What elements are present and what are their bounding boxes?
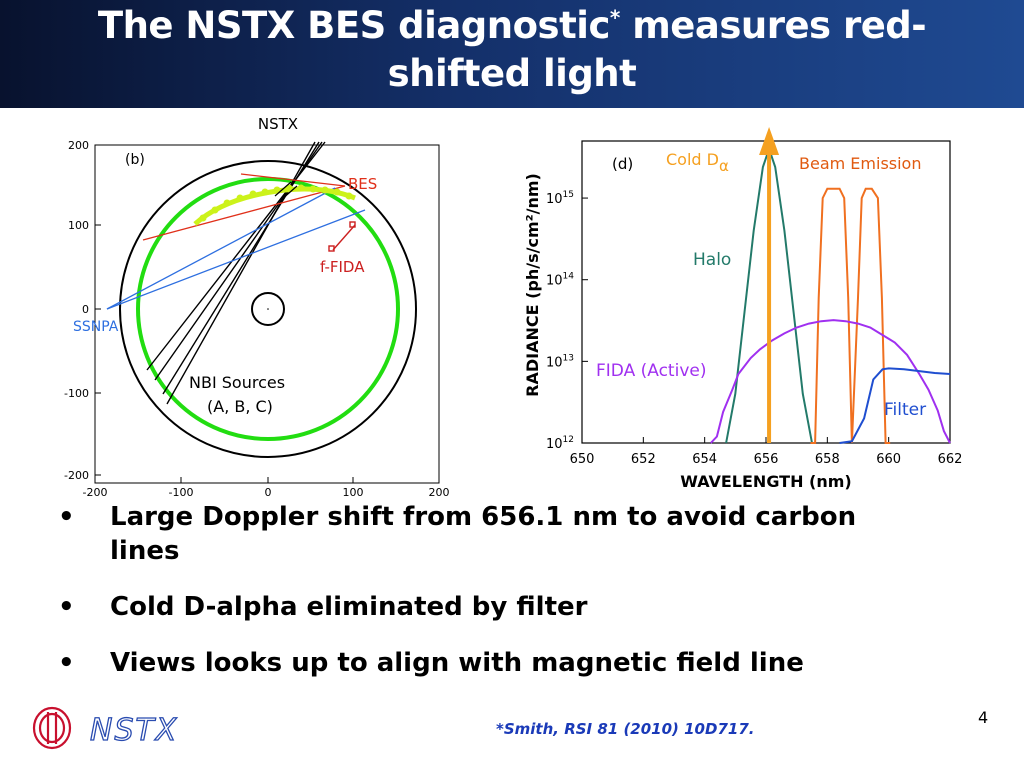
center-stack: [251, 292, 285, 326]
ffida-label: f-FIDA: [320, 258, 365, 276]
y-tick-label: 1015: [546, 190, 574, 207]
fida-label: FIDA (Active): [596, 361, 706, 381]
x-tick-label: 0: [265, 486, 272, 499]
nstx-top-view-figure: 200 100 0 -100 -200 -200 -100 0 100 200 …: [64, 115, 450, 499]
alpha-subscript: α: [719, 157, 729, 175]
cold-d-text: Cold D: [666, 150, 719, 169]
series-line-filter: [839, 367, 951, 444]
bes-label: BES: [348, 175, 377, 193]
bes-fiber-bundle: [274, 181, 298, 201]
cold-d-alpha-arrowhead: [759, 127, 780, 155]
bullet-text: Cold D-alpha eliminated by filter: [110, 592, 588, 622]
plot-frame: [94, 144, 440, 484]
y-tick-label: 200: [68, 139, 89, 152]
x-tick-label: 656: [754, 452, 779, 467]
x-tick-label: 654: [692, 452, 717, 467]
x-axis-title: WAVELENGTH (nm): [680, 472, 851, 491]
x-tick-label: -200: [83, 486, 108, 499]
y-tick-label: 1014: [546, 272, 574, 289]
y-tick-label: 1013: [546, 353, 574, 370]
vessel-wall: [119, 160, 417, 458]
bullet-item: • Views looks up to align with magnetic …: [58, 646, 958, 680]
plasma-boundary: [136, 177, 400, 441]
x-tick-label: 658: [815, 452, 840, 467]
y-tick-label: 1012: [546, 435, 574, 452]
x-tick-label: 652: [631, 452, 656, 467]
logo-text: NSTX: [90, 713, 178, 748]
title-line-2: shifted light: [387, 52, 637, 95]
ssnpa-view-lines: [106, 187, 366, 310]
y-tick-label: -200: [64, 469, 89, 482]
bullet-item: • Cold D-alpha eliminated by filter: [58, 590, 958, 624]
series-line-fida: [710, 319, 951, 444]
ffida-sightline: [328, 221, 356, 252]
nstx-logo: NSTX: [32, 706, 178, 750]
x-tick-label: 200: [429, 486, 450, 499]
title-part-b: measures red-: [619, 4, 927, 47]
y-axis-title: RADIANCE (ph/s/cm²/nm): [523, 173, 542, 397]
bes-view-lines: [142, 173, 346, 241]
x-tick-label: 650: [570, 452, 595, 467]
nstx-header-label: NSTX: [258, 115, 298, 133]
nbi-sources-sublabel: (A, B, C): [207, 397, 273, 416]
cold-d-alpha-group: [759, 127, 780, 443]
slide-title: The NSTX BES diagnostic* measures red- s…: [0, 2, 1024, 98]
chart-frame: [581, 140, 951, 444]
ssnpa-label: SSNPA: [73, 319, 119, 335]
title-bar: The NSTX BES diagnostic* measures red- s…: [0, 0, 1024, 108]
bullet-marker: •: [58, 502, 75, 532]
series-group: [710, 145, 951, 444]
x-ticks: -200 -100 0 100 200: [83, 477, 450, 499]
cold-d-label: Cold Dα: [666, 150, 729, 175]
y-tick-group: 1015 1014 1013 1012: [546, 190, 588, 452]
bes-sample-points: [199, 184, 353, 222]
bullet-line: Large Doppler shift from 656.1 nm to avo…: [110, 502, 857, 532]
filter-label: Filter: [884, 400, 926, 420]
center-dot: [267, 308, 269, 310]
bullet-marker: •: [58, 592, 75, 622]
bullet-text: Views looks up to align with magnetic fi…: [110, 648, 804, 678]
bullet-item: • Large Doppler shift from 656.1 nm to a…: [58, 500, 958, 568]
reference-citation: *Smith, RSI 81 (2010) 10D717.: [496, 720, 755, 738]
x-tick-label: -100: [169, 486, 194, 499]
panel-label-b: (b): [125, 152, 145, 168]
x-tick-label: 662: [938, 452, 963, 467]
nstx-logo-icon: [32, 706, 72, 750]
spectrum-chart: RADIANCE (ph/s/cm²/nm) WAVELENGTH (nm) (…: [523, 127, 963, 491]
x-tick-label: 660: [876, 452, 901, 467]
y-tick-label: 100: [68, 219, 89, 232]
x-tick-label: 100: [343, 486, 364, 499]
y-ticks: 200 100 0 -100 -200: [64, 139, 101, 482]
x-tick-group: 650 652 654 656 658 660 662: [570, 437, 963, 467]
halo-label: Halo: [693, 250, 731, 270]
beam-emission-label: Beam Emission: [799, 154, 921, 173]
nbi-sources-label: NBI Sources: [189, 373, 285, 392]
title-footnote-star: *: [609, 5, 620, 30]
panel-label-d: (d): [612, 155, 633, 173]
bullet-list: • Large Doppler shift from 656.1 nm to a…: [58, 500, 958, 680]
series-line-beam: [810, 187, 891, 444]
bullet-line: lines: [110, 536, 180, 566]
y-tick-label: 0: [82, 303, 89, 316]
y-tick-label: -100: [64, 387, 89, 400]
page-number: 4: [978, 708, 989, 727]
title-part-a: The NSTX BES diagnostic: [97, 4, 611, 47]
bullet-marker: •: [58, 648, 75, 678]
